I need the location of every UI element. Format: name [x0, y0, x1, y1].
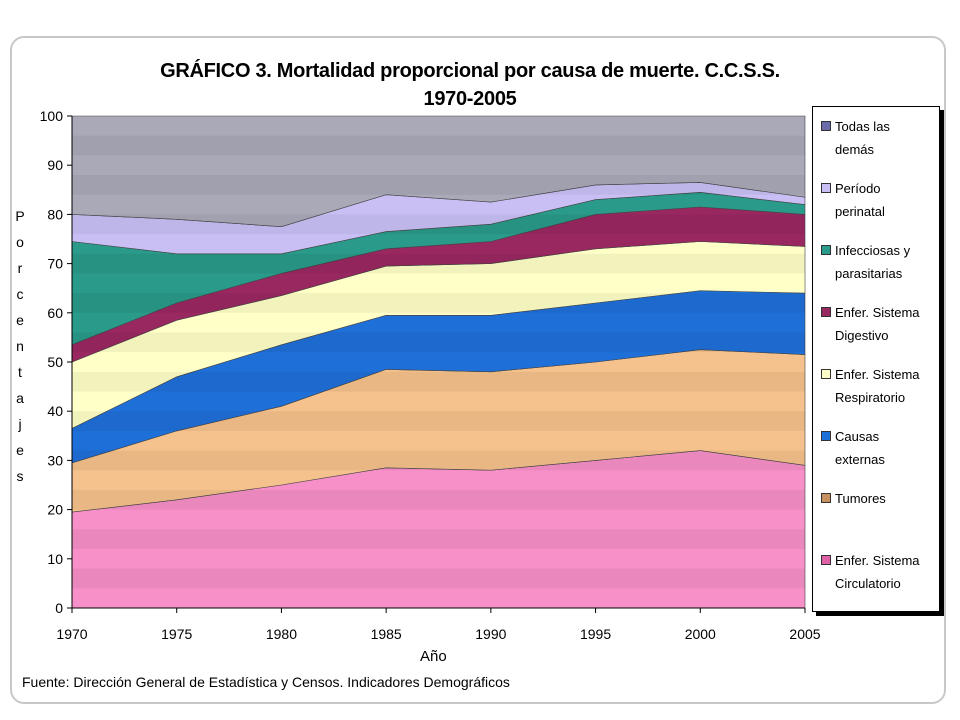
y-tick-label: 30 — [47, 452, 63, 468]
shade-band — [72, 273, 805, 293]
legend-label-line: Digestivo — [835, 328, 889, 343]
shade-band — [72, 549, 805, 569]
y-label-letter: P — [15, 208, 25, 224]
shade-band — [72, 489, 805, 510]
source-note: Fuente: Dirección General de Estadística… — [22, 674, 510, 690]
shade-band — [72, 411, 805, 431]
legend-label-line: Todas las — [835, 119, 890, 134]
y-tick-label: 10 — [47, 551, 63, 567]
y-tick-label: 70 — [47, 256, 63, 272]
legend-label-line: Causas — [835, 429, 880, 444]
x-tick-label: 1995 — [580, 626, 611, 642]
legend-label-line: perinatal — [835, 204, 885, 219]
shade-band — [72, 253, 805, 274]
shade-band — [72, 450, 805, 471]
shade-band — [72, 234, 805, 254]
shade-band — [72, 588, 805, 608]
y-label-letter: c — [16, 286, 24, 302]
y-label-letter: r — [17, 260, 23, 276]
shade-band — [72, 470, 805, 490]
legend-label: Enfer. Sistema Respiratorio — [835, 363, 939, 409]
shade-band — [72, 313, 805, 333]
legend-label-line: Respiratorio — [835, 390, 906, 405]
shade-band — [72, 155, 805, 175]
shade-band — [72, 116, 805, 136]
shade-band — [72, 529, 805, 549]
y-label-letter: o — [16, 234, 24, 250]
legend-label: Tumores — [835, 487, 939, 510]
x-tick-label: 1975 — [161, 626, 192, 642]
legend-swatch — [821, 431, 831, 441]
legend-label: Enfer. Sistema Digestivo — [835, 301, 939, 347]
y-tick-label: 90 — [47, 157, 63, 173]
y-label-letter: j — [18, 416, 22, 432]
x-tick-label: 2000 — [685, 626, 716, 642]
shade-band — [72, 392, 805, 412]
legend-label-line: externas — [835, 452, 885, 467]
legend-label: Todas las demás — [835, 115, 939, 161]
legend-swatch — [821, 183, 831, 193]
x-tick-label: 2005 — [789, 626, 820, 642]
legend: Todas las demás Período perinatal Infecciosa… — [812, 106, 940, 612]
shade-band — [72, 214, 805, 235]
legend-label: Período perinatal — [835, 177, 939, 223]
x-tick-label: 1980 — [266, 626, 297, 642]
y-label-letter: s — [16, 468, 24, 484]
legend-label-line: demás — [835, 142, 875, 157]
legend-swatch — [821, 555, 831, 565]
x-tick-label: 1985 — [371, 626, 402, 642]
x-axis-label: Año — [420, 648, 447, 665]
y-tick-label: 20 — [47, 502, 63, 518]
x-tick-label: 1970 — [56, 626, 87, 642]
shade-band — [72, 293, 805, 313]
legend-swatch — [821, 369, 831, 379]
shade-band — [72, 332, 805, 353]
shade-band — [72, 135, 805, 156]
y-tick-label: 100 — [40, 108, 64, 124]
legend-label: Causas externas — [835, 425, 939, 471]
shade-band — [72, 431, 805, 451]
y-label-letter: n — [16, 338, 24, 354]
chart-subtitle: 1970-2005 — [423, 88, 517, 110]
y-tick-label: 40 — [47, 403, 63, 419]
y-tick-label: 60 — [47, 305, 63, 321]
y-label-letter: t — [18, 364, 22, 380]
chart-title: GRÁFICO 3. Mortalidad proporcional por c… — [160, 60, 780, 82]
y-label-letter: e — [16, 442, 24, 458]
shade-band — [72, 510, 805, 530]
y-tick-label: 50 — [47, 354, 63, 370]
area-series-8 — [71, 115, 806, 228]
x-tick-label: 1990 — [475, 626, 506, 642]
legend-label-line: Enfer. Sistema — [835, 367, 920, 382]
legend-label-line: Infecciosas y — [835, 243, 911, 258]
y-tick-label: 80 — [47, 206, 63, 222]
shade-band — [72, 371, 805, 392]
y-label-letter: a — [16, 390, 24, 406]
legend-swatch — [821, 121, 831, 131]
y-tick-label: 0 — [55, 600, 63, 616]
y-label-letter: e — [16, 312, 24, 328]
legend-label-line: Enfer. Sistema — [835, 305, 920, 320]
legend-label-line: Circulatorio — [835, 576, 901, 591]
shade-band — [72, 195, 805, 215]
shade-band — [72, 568, 805, 589]
legend-label: Enfer. Sistema Circulatorio — [835, 549, 939, 595]
legend-label-line: Tumores — [835, 491, 886, 506]
legend-label-line: parasitarias — [835, 266, 903, 281]
legend-swatch — [821, 493, 831, 503]
legend-label: Infecciosas y parasitarias — [835, 239, 939, 285]
legend-label-line: Enfer. Sistema — [835, 553, 920, 568]
legend-swatch — [821, 307, 831, 317]
shade-band — [72, 352, 805, 372]
shade-band — [72, 175, 805, 195]
legend-swatch — [821, 245, 831, 255]
legend-label-line: Período — [835, 181, 881, 196]
